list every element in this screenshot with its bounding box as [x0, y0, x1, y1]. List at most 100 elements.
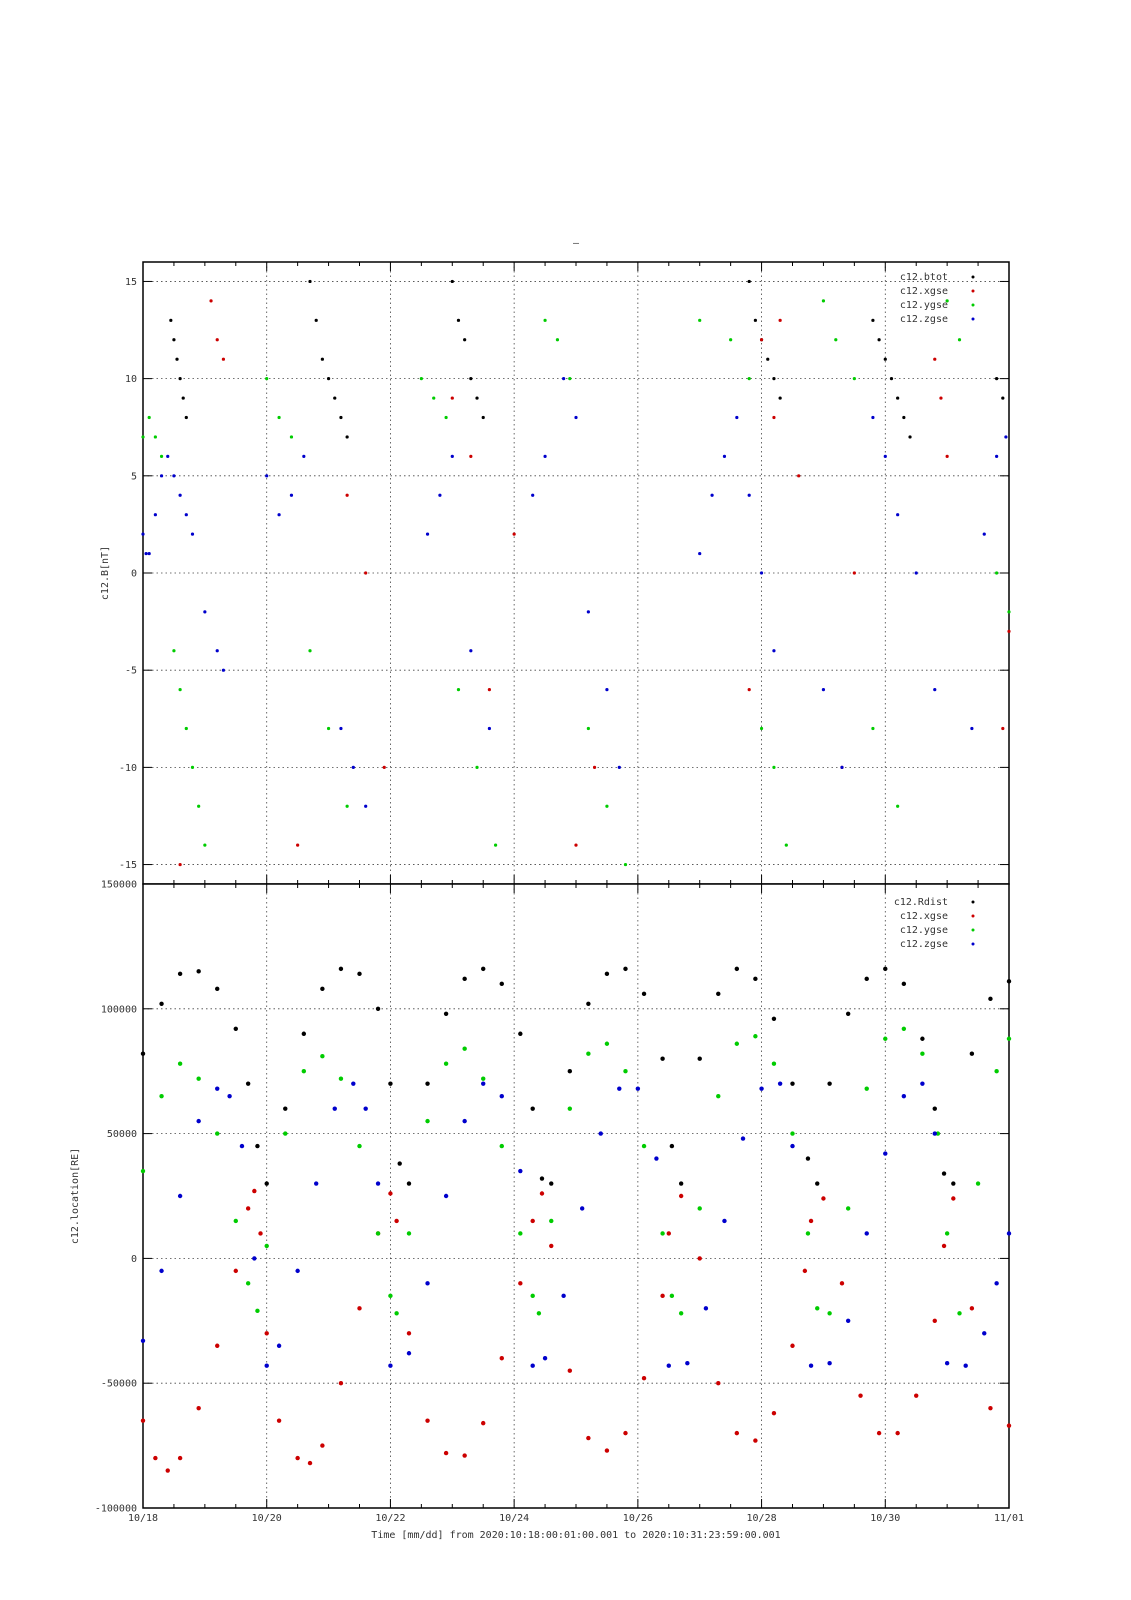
- data-point: [821, 1196, 826, 1201]
- panel-bottom-frame: [142, 883, 1010, 1509]
- data-point: [839, 1281, 845, 1286]
- data-point: [914, 571, 918, 575]
- data-point: [255, 1308, 260, 1314]
- data-point: [209, 299, 213, 303]
- data-point: [190, 765, 195, 769]
- data-point: [641, 991, 647, 997]
- magnetic-field-panel: -15 -10 -5 0 5 10 15 c12.B[nT] c12.btot c12.xgs…: [100, 261, 1011, 885]
- data-point: [666, 1363, 671, 1368]
- data-point: [864, 976, 869, 982]
- data-point: [203, 843, 207, 847]
- data-point: [902, 415, 906, 420]
- data-point: [945, 299, 949, 303]
- data-point: [920, 1081, 925, 1086]
- data-point: [307, 1460, 313, 1466]
- data-point: [722, 1218, 727, 1224]
- legend-label: c12.zgse: [900, 939, 948, 950]
- data-point: [747, 688, 751, 692]
- data-point: [397, 1161, 402, 1166]
- y-tick-label: 0: [131, 1254, 137, 1265]
- data-point: [320, 986, 325, 992]
- data-point: [215, 649, 219, 653]
- data-point: [233, 1268, 238, 1274]
- data-point: [499, 1143, 504, 1149]
- data-point: [295, 1455, 300, 1461]
- data-point: [140, 1051, 146, 1056]
- data-point: [889, 377, 894, 381]
- data-point: [178, 377, 182, 381]
- data-point: [276, 1418, 282, 1423]
- data-point: [604, 1041, 610, 1046]
- data-point: [697, 1056, 702, 1061]
- data-point: [567, 1106, 573, 1111]
- data-point: [333, 396, 337, 400]
- data-point: [265, 377, 269, 381]
- data-point: [778, 396, 782, 400]
- data-point: [481, 415, 485, 420]
- data-point: [264, 1243, 269, 1249]
- data-point: [988, 1405, 993, 1411]
- data-point: [939, 396, 943, 400]
- legend-swatch: [971, 289, 975, 293]
- legend-label: c12.Rdist: [894, 897, 948, 908]
- data-point: [678, 1193, 684, 1199]
- data-point: [233, 1218, 238, 1224]
- data-point: [734, 1430, 740, 1436]
- data-point: [518, 1168, 523, 1174]
- data-point: [772, 649, 776, 653]
- data-point: [221, 668, 226, 672]
- data-point: [840, 765, 844, 769]
- data-point: [406, 1231, 412, 1236]
- data-point: [141, 435, 145, 439]
- data-point: [481, 1076, 486, 1081]
- data-point: [1007, 610, 1011, 614]
- data-point: [190, 532, 195, 536]
- data-point: [450, 396, 454, 400]
- data-point: [196, 1405, 201, 1411]
- data-point: [920, 1051, 925, 1056]
- data-point: [896, 396, 900, 400]
- data-point: [255, 1143, 260, 1149]
- legend-swatch: [971, 914, 975, 918]
- panel-bottom-x-ticks: [142, 884, 1010, 1508]
- data-point: [574, 843, 578, 847]
- data-point: [883, 1151, 888, 1156]
- data-point: [1006, 1036, 1012, 1041]
- data-point: [351, 765, 355, 769]
- y-tick-label: -5: [125, 666, 137, 677]
- x-tick-label: 11/01: [994, 1513, 1024, 1524]
- panel-top-y-ticks: -15 -10 -5 0 5 10 15: [119, 277, 1009, 871]
- data-point: [669, 1293, 675, 1299]
- data-point: [982, 1331, 987, 1336]
- data-point: [908, 435, 912, 439]
- legend-swatch: [971, 942, 975, 946]
- data-point: [871, 415, 875, 420]
- data-point: [302, 454, 306, 458]
- data-point: [562, 377, 566, 381]
- data-point: [698, 551, 702, 556]
- data-point: [790, 1081, 795, 1086]
- data-point: [364, 804, 368, 808]
- data-point: [450, 454, 454, 458]
- data-point: [252, 1188, 257, 1194]
- data-point: [252, 1256, 257, 1261]
- data-point: [969, 1306, 975, 1311]
- data-point: [277, 415, 281, 420]
- data-point: [604, 971, 610, 977]
- data-point: [165, 1468, 170, 1473]
- data-point: [995, 377, 999, 381]
- data-point: [140, 1168, 146, 1174]
- data-point: [734, 966, 740, 972]
- data-point: [159, 454, 164, 458]
- data-point: [177, 1061, 183, 1066]
- data-point: [883, 1036, 888, 1041]
- data-point: [740, 1136, 746, 1141]
- data-point: [654, 1156, 659, 1161]
- data-point: [295, 1268, 300, 1274]
- data-point: [896, 804, 900, 808]
- data-point: [951, 1196, 956, 1201]
- y-tick-label: 150000: [101, 880, 137, 891]
- y-tick-label: 50000: [107, 1129, 137, 1140]
- data-point: [821, 688, 826, 692]
- data-point: [941, 1243, 947, 1249]
